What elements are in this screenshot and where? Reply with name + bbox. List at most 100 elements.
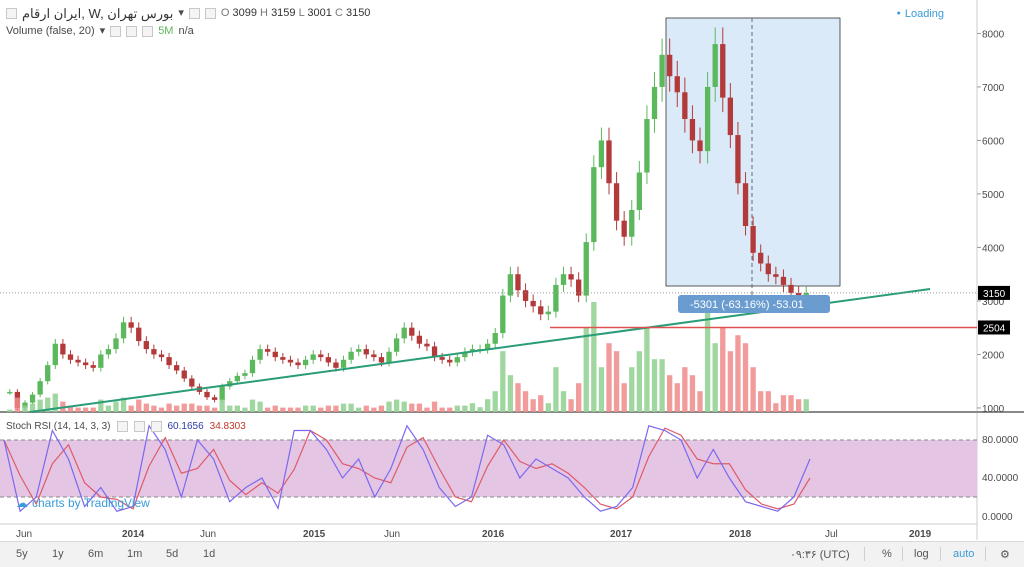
candle-body bbox=[667, 54, 673, 77]
volume-bar bbox=[318, 407, 324, 412]
clock-display[interactable]: ۰۹:۳۶ (UTC) bbox=[790, 549, 850, 561]
chevron-down-icon[interactable]: ▾ bbox=[178, 6, 184, 19]
candle-body bbox=[356, 349, 362, 352]
candle-body bbox=[651, 86, 658, 120]
volume-bar bbox=[750, 367, 756, 412]
volume-bar bbox=[439, 407, 445, 412]
volume-bar bbox=[758, 391, 764, 412]
price-tick-label: 5000 bbox=[982, 190, 1005, 201]
candle-body bbox=[340, 359, 347, 368]
symbol-settings-icon[interactable] bbox=[6, 7, 17, 19]
volume-bar bbox=[545, 403, 551, 412]
candle-body bbox=[583, 242, 589, 296]
timeframe-6m[interactable]: 6m bbox=[88, 548, 104, 560]
percent-toggle[interactable]: % bbox=[882, 548, 892, 560]
volume-bar bbox=[333, 405, 339, 412]
candle-body bbox=[484, 343, 491, 350]
candle-body bbox=[7, 391, 13, 394]
eye-icon[interactable] bbox=[116, 421, 128, 432]
volume-bar bbox=[462, 405, 468, 412]
timeframe-1d[interactable]: 1d bbox=[203, 548, 216, 560]
volume-bar bbox=[136, 399, 142, 412]
tradingview-watermark[interactable]: ☁ charts by TradingView bbox=[16, 496, 150, 510]
timeframe-5d[interactable]: 5d bbox=[166, 548, 179, 560]
volume-bar bbox=[386, 401, 392, 412]
candle-body bbox=[257, 349, 263, 360]
chevron-down-icon[interactable]: ▾ bbox=[99, 24, 106, 37]
candle-body bbox=[280, 357, 286, 360]
volume-bar bbox=[591, 302, 597, 412]
timeframe-1y[interactable]: 1y bbox=[52, 548, 64, 560]
log-toggle[interactable]: log bbox=[914, 548, 929, 560]
gear-icon[interactable] bbox=[133, 421, 145, 432]
volume-bar bbox=[484, 399, 491, 412]
timeframe-5y[interactable]: 5y bbox=[16, 548, 28, 560]
volume-bar bbox=[22, 405, 28, 412]
time-tick-label: 2014 bbox=[122, 529, 145, 540]
eye-icon[interactable] bbox=[110, 25, 122, 37]
volume-bar bbox=[500, 351, 506, 412]
volume-bar bbox=[356, 407, 362, 412]
volume-bar bbox=[644, 327, 650, 412]
volume-bar bbox=[204, 405, 210, 412]
candle-body bbox=[386, 351, 392, 363]
volume-bar bbox=[727, 351, 734, 412]
candle-body bbox=[120, 322, 127, 339]
volume-bar bbox=[82, 407, 89, 412]
volume-bar bbox=[765, 391, 771, 412]
candle-body bbox=[492, 333, 498, 344]
candle-body bbox=[568, 274, 574, 280]
divider bbox=[985, 547, 986, 561]
volume-bar bbox=[576, 383, 582, 412]
volume-bar bbox=[227, 405, 233, 412]
volume-bar bbox=[120, 397, 127, 412]
candle-body bbox=[151, 349, 157, 355]
candle-body bbox=[530, 300, 536, 307]
stoch-label: Stoch RSI (14, 14, 3, 3) bbox=[6, 421, 111, 432]
price-tick-label: 6000 bbox=[982, 136, 1005, 147]
time-tick-label: Jul bbox=[825, 529, 838, 540]
time-tick-label: Jun bbox=[200, 529, 216, 540]
volume-bar bbox=[211, 407, 218, 412]
gear-icon[interactable] bbox=[204, 7, 216, 19]
volume-bar bbox=[447, 407, 453, 412]
candle-body bbox=[598, 140, 605, 168]
candle-body bbox=[591, 167, 597, 243]
candle-body bbox=[720, 44, 726, 98]
volume-bar bbox=[401, 401, 407, 412]
volume-bar bbox=[37, 399, 43, 412]
time-tick-label: 2016 bbox=[482, 529, 505, 540]
volume-bar bbox=[530, 399, 536, 412]
divider bbox=[940, 547, 941, 561]
volume-bar bbox=[689, 375, 696, 412]
candle-body bbox=[522, 290, 529, 301]
close-icon[interactable] bbox=[150, 421, 162, 432]
candle-body bbox=[613, 183, 620, 221]
eye-icon[interactable] bbox=[188, 7, 200, 19]
volume-bar bbox=[454, 405, 460, 412]
volume-bar bbox=[143, 403, 149, 412]
candle-body bbox=[67, 354, 74, 360]
close-icon[interactable] bbox=[142, 25, 154, 37]
candle-body bbox=[742, 183, 749, 227]
support-price-badge bbox=[978, 320, 1010, 335]
candle-body bbox=[712, 44, 718, 87]
candle-body bbox=[189, 378, 195, 387]
gear-icon[interactable] bbox=[126, 25, 138, 37]
candle-body bbox=[90, 365, 96, 368]
candle-body bbox=[727, 97, 734, 136]
candle-body bbox=[265, 349, 271, 352]
price-tick-label: 7000 bbox=[982, 83, 1005, 94]
timeframe-1m[interactable]: 1m bbox=[127, 548, 143, 560]
auto-toggle[interactable]: auto bbox=[953, 548, 975, 560]
time-tick-label: 2018 bbox=[729, 529, 752, 540]
gear-icon[interactable]: ⚙ bbox=[1000, 549, 1010, 561]
volume-bar bbox=[424, 407, 430, 412]
candle-body bbox=[454, 357, 460, 363]
volume-bar bbox=[469, 403, 476, 412]
divider bbox=[864, 547, 865, 561]
candle-body bbox=[682, 92, 688, 120]
candle-body bbox=[272, 351, 278, 358]
volume-bar bbox=[431, 401, 438, 412]
